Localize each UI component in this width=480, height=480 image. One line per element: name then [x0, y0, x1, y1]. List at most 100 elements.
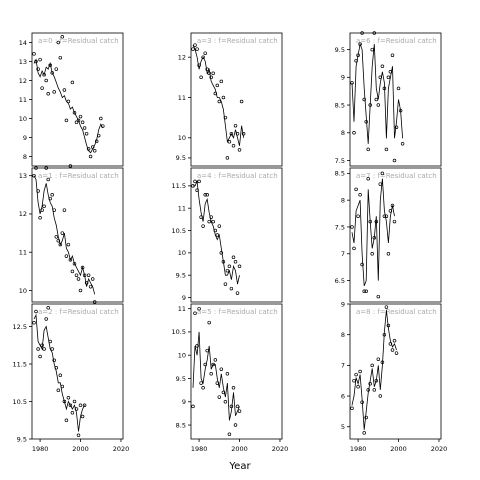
y-tick-label: 10.5 — [13, 398, 27, 406]
data-point — [42, 347, 46, 351]
y-tick-label: 12.5 — [13, 323, 27, 331]
data-point — [92, 149, 97, 153]
data-point — [62, 208, 67, 212]
data-point — [86, 147, 91, 151]
x-tick-label: 2020 — [113, 445, 130, 453]
data-point — [384, 214, 389, 218]
y-tick-label: 10 — [178, 134, 186, 142]
data-point — [82, 403, 87, 408]
data-point — [90, 145, 95, 149]
data-point — [239, 99, 244, 104]
y-tick-label: 11 — [178, 205, 186, 213]
data-point — [76, 433, 81, 438]
data-point — [356, 385, 360, 389]
y-tick-label: 11 — [19, 96, 27, 104]
data-point — [378, 75, 383, 80]
data-point — [231, 255, 236, 260]
data-point — [366, 176, 370, 181]
data-point — [80, 414, 85, 419]
data-point — [99, 116, 103, 121]
data-point — [50, 71, 54, 75]
data-point — [372, 235, 377, 240]
data-point — [223, 115, 228, 120]
data-point — [398, 108, 403, 113]
y-tick-label: 9 — [341, 74, 345, 82]
data-point — [191, 184, 195, 188]
data-point — [191, 47, 195, 51]
data-point — [201, 386, 205, 390]
data-point — [54, 235, 59, 239]
data-point — [376, 357, 381, 361]
data-point — [215, 233, 220, 237]
data-point — [78, 403, 83, 408]
data-point — [219, 251, 224, 255]
data-point — [78, 114, 83, 119]
data-point — [354, 187, 358, 192]
data-point — [368, 103, 372, 107]
data-point — [380, 360, 385, 365]
y-tick-label: 7.5 — [335, 157, 345, 165]
data-point — [362, 431, 366, 435]
y-tick-label: 7 — [341, 362, 345, 370]
data-point — [229, 132, 234, 136]
data-point — [58, 55, 63, 60]
data-point — [60, 384, 65, 389]
data-point — [382, 332, 387, 337]
series-line — [351, 310, 397, 430]
data-point — [78, 288, 83, 293]
data-point — [58, 373, 63, 378]
data-point — [34, 309, 38, 314]
data-point — [201, 224, 205, 228]
data-point — [197, 306, 201, 311]
panel-frame — [190, 167, 283, 303]
series-line — [33, 58, 104, 154]
data-point — [199, 215, 203, 219]
data-point — [354, 58, 358, 63]
data-point — [215, 381, 220, 385]
data-point — [32, 52, 36, 56]
data-point — [42, 73, 46, 77]
data-point — [211, 219, 215, 224]
y-tick-label: 8.5 — [335, 101, 345, 109]
data-point — [370, 47, 374, 52]
data-point — [394, 351, 399, 355]
y-tick-label: 10 — [19, 287, 27, 295]
panel-a-4: a=4 : f=Residual catch 9 9.5 10 10.5 11 11.5 — [172, 167, 283, 303]
y-tick-label: 11.5 — [13, 360, 27, 368]
data-point — [390, 53, 395, 57]
data-point — [368, 219, 372, 224]
y-tick-label: 12 — [19, 77, 27, 85]
y-tick-label: 9.5 — [335, 46, 345, 54]
data-point — [229, 404, 234, 409]
data-point — [386, 75, 391, 80]
data-point — [374, 378, 379, 383]
data-point — [213, 91, 218, 96]
data-point — [195, 188, 199, 193]
data-point — [70, 269, 75, 274]
y-tick-label: 8 — [341, 196, 345, 204]
y-tick-label: 11 — [178, 305, 186, 313]
data-point — [392, 158, 397, 163]
y-tick-label: 7 — [341, 250, 345, 258]
panel-a-8: a=8 : f=Residual catch 5 6 7 8 9 1980 2000 2020 — [341, 300, 447, 453]
data-point — [358, 369, 362, 374]
data-point — [74, 407, 79, 411]
data-point — [82, 126, 87, 130]
data-point — [197, 179, 201, 184]
data-point — [386, 252, 391, 256]
data-point — [352, 378, 356, 383]
y-tick-label: 7.5 — [335, 223, 345, 231]
data-point — [68, 403, 73, 408]
data-point — [350, 81, 354, 85]
data-point — [233, 260, 238, 264]
data-point — [44, 78, 48, 83]
data-point — [362, 289, 366, 294]
data-point — [56, 238, 61, 243]
data-point — [372, 388, 377, 392]
data-point — [350, 406, 354, 411]
data-point — [352, 246, 356, 251]
data-point — [72, 399, 77, 404]
data-point — [358, 42, 362, 46]
panel-a-1: a=1 : f=Residual catch 10 11 12 13 — [19, 166, 124, 304]
data-point — [241, 132, 246, 136]
